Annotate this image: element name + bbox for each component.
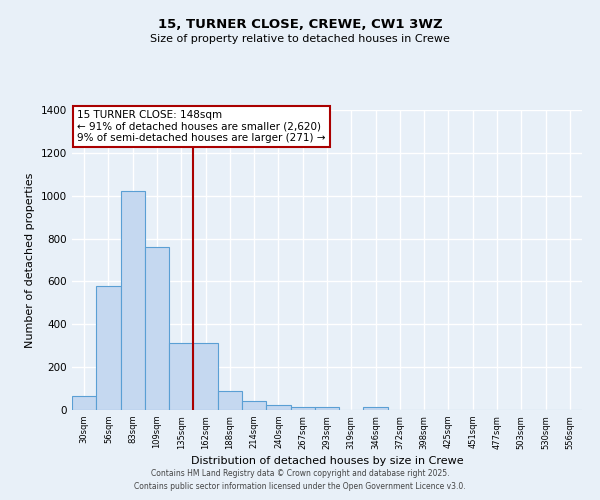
Bar [121, 192, 145, 410]
Bar [72, 396, 96, 410]
Bar [315, 408, 339, 410]
Text: Size of property relative to detached houses in Crewe: Size of property relative to detached ho… [150, 34, 450, 44]
Y-axis label: Number of detached properties: Number of detached properties [25, 172, 35, 348]
Text: Contains HM Land Registry data © Crown copyright and database right 2025.: Contains HM Land Registry data © Crown c… [151, 468, 449, 477]
Text: Contains public sector information licensed under the Open Government Licence v3: Contains public sector information licen… [134, 482, 466, 491]
Bar [218, 390, 242, 410]
Bar [145, 247, 169, 410]
X-axis label: Distribution of detached houses by size in Crewe: Distribution of detached houses by size … [191, 456, 463, 466]
Bar [266, 404, 290, 410]
Bar [242, 402, 266, 410]
Bar [193, 342, 218, 410]
Text: 15 TURNER CLOSE: 148sqm
← 91% of detached houses are smaller (2,620)
9% of semi-: 15 TURNER CLOSE: 148sqm ← 91% of detache… [77, 110, 326, 143]
Text: 15, TURNER CLOSE, CREWE, CW1 3WZ: 15, TURNER CLOSE, CREWE, CW1 3WZ [158, 18, 442, 30]
Bar [364, 407, 388, 410]
Bar [290, 407, 315, 410]
Bar [96, 286, 121, 410]
Bar [169, 342, 193, 410]
